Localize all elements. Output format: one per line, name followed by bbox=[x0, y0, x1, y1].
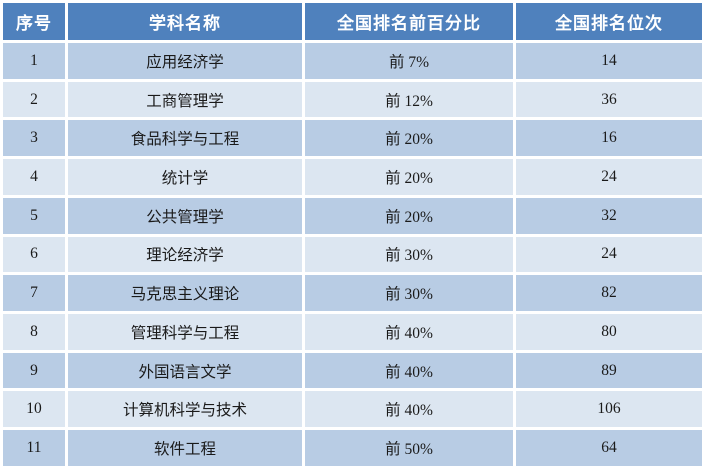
cell-percent: 前 20% bbox=[305, 159, 513, 195]
cell-name: 软件工程 bbox=[68, 430, 302, 466]
table-row: 10 计算机科学与技术 前 40% 106 bbox=[3, 391, 702, 428]
cell-index: 2 bbox=[3, 81, 65, 118]
cell-rank: 14 bbox=[516, 43, 702, 79]
cell-name: 工商管理学 bbox=[68, 81, 302, 118]
cell-rank: 36 bbox=[516, 81, 702, 118]
cell-percent: 前 40% bbox=[305, 314, 513, 350]
cell-rank: 89 bbox=[516, 352, 702, 389]
table-row: 1 应用经济学 前 7% 14 bbox=[3, 43, 702, 79]
header-cell-rank: 全国排名位次 bbox=[516, 3, 702, 40]
cell-rank: 82 bbox=[516, 275, 702, 312]
cell-rank: 64 bbox=[516, 430, 702, 466]
cell-index: 10 bbox=[3, 391, 65, 428]
table-row: 6 理论经济学 前 30% 24 bbox=[3, 236, 702, 273]
cell-name: 计算机科学与技术 bbox=[68, 391, 302, 428]
cell-percent: 前 30% bbox=[305, 275, 513, 312]
cell-index: 3 bbox=[3, 120, 65, 157]
table-row: 3 食品科学与工程 前 20% 16 bbox=[3, 120, 702, 157]
header-row: 序号 学科名称 全国排名前百分比 全国排名位次 bbox=[3, 3, 702, 40]
cell-name: 应用经济学 bbox=[68, 43, 302, 79]
table-row: 5 公共管理学 前 20% 32 bbox=[3, 197, 702, 234]
cell-name: 理论经济学 bbox=[68, 236, 302, 273]
cell-index: 7 bbox=[3, 275, 65, 312]
table-row: 9 外国语言文学 前 40% 89 bbox=[3, 352, 702, 389]
cell-rank: 24 bbox=[516, 159, 702, 195]
cell-index: 1 bbox=[3, 43, 65, 79]
cell-index: 9 bbox=[3, 352, 65, 389]
header-cell-percent: 全国排名前百分比 bbox=[305, 3, 513, 40]
cell-name: 统计学 bbox=[68, 159, 302, 195]
cell-index: 6 bbox=[3, 236, 65, 273]
cell-rank: 24 bbox=[516, 236, 702, 273]
table-row: 2 工商管理学 前 12% 36 bbox=[3, 81, 702, 118]
cell-rank: 106 bbox=[516, 391, 702, 428]
table-row: 4 统计学 前 20% 24 bbox=[3, 159, 702, 195]
header-cell-name: 学科名称 bbox=[68, 3, 302, 40]
cell-index: 8 bbox=[3, 314, 65, 350]
cell-percent: 前 50% bbox=[305, 430, 513, 466]
cell-name: 马克思主义理论 bbox=[68, 275, 302, 312]
cell-percent: 前 30% bbox=[305, 236, 513, 273]
cell-name: 食品科学与工程 bbox=[68, 120, 302, 157]
cell-percent: 前 40% bbox=[305, 391, 513, 428]
cell-name: 管理科学与工程 bbox=[68, 314, 302, 350]
cell-percent: 前 40% bbox=[305, 352, 513, 389]
cell-percent: 前 7% bbox=[305, 43, 513, 79]
cell-name: 外国语言文学 bbox=[68, 352, 302, 389]
cell-rank: 16 bbox=[516, 120, 702, 157]
cell-percent: 前 20% bbox=[305, 120, 513, 157]
header-cell-index: 序号 bbox=[3, 3, 65, 40]
cell-index: 4 bbox=[3, 159, 65, 195]
cell-percent: 前 20% bbox=[305, 197, 513, 234]
table-row: 8 管理科学与工程 前 40% 80 bbox=[3, 314, 702, 350]
cell-index: 11 bbox=[3, 430, 65, 466]
cell-rank: 80 bbox=[516, 314, 702, 350]
table-row: 7 马克思主义理论 前 30% 82 bbox=[3, 275, 702, 312]
table-row: 11 软件工程 前 50% 64 bbox=[3, 430, 702, 466]
cell-name: 公共管理学 bbox=[68, 197, 302, 234]
cell-percent: 前 12% bbox=[305, 81, 513, 118]
cell-rank: 32 bbox=[516, 197, 702, 234]
cell-index: 5 bbox=[3, 197, 65, 234]
